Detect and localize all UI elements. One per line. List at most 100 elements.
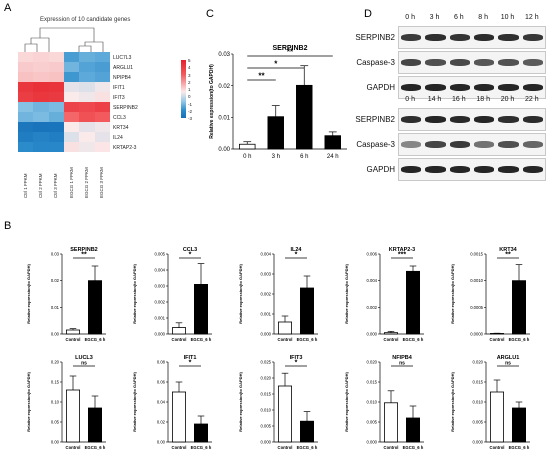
bar (172, 327, 187, 335)
y-tick-label: 0.000 (155, 331, 166, 336)
heatmap-gene-label: KRT34 (113, 124, 129, 131)
blot-band (449, 141, 470, 148)
blot-time-label: 20 h (500, 96, 515, 103)
y-tick-label: 0.02 (157, 419, 166, 424)
x-tick-label: Control (490, 337, 505, 342)
blot-strip (398, 26, 546, 49)
blot-time-label: 18 h (476, 96, 490, 103)
heatmap-grid (18, 52, 111, 153)
x-tick-label: 0 h (243, 154, 251, 160)
blot-band (425, 116, 446, 123)
x-tick-label: EGCG_6 h (509, 445, 530, 450)
chart-title: IL24 (290, 247, 302, 253)
heatmap-gene-label: LUC7L3 (113, 54, 132, 61)
blot-band (425, 141, 446, 148)
panel-b-chart-ccl3: CCL3 Relative expression(to GAPDH) 0.000 0.… (132, 247, 212, 342)
heatmap-cell (33, 82, 49, 93)
heatmap-legend-bar (181, 60, 186, 118)
blot-band (449, 59, 470, 66)
x-tick-label: EGCG_6 h (297, 445, 318, 450)
heatmap-legend-tick: 3 (188, 72, 191, 78)
heatmap-cell (18, 72, 34, 83)
significance-label: ns (81, 361, 87, 367)
y-axis-label: Relative expression(to GAPDH) (450, 264, 455, 324)
blot-band (401, 59, 422, 66)
chart-title: IFIT1 (184, 355, 197, 361)
panel-letter-a: A (4, 2, 12, 14)
heatmap-cell (64, 142, 80, 153)
chart-title: SERPINB2 (272, 45, 307, 52)
heatmap-cell (79, 72, 95, 83)
blot-band (425, 59, 446, 66)
y-axis-label: Relative expression(to GAPDH) (209, 64, 215, 139)
x-tick-label: EGCG_6 h (509, 337, 530, 342)
blot-band (425, 166, 446, 173)
panel-letter-c: C (206, 8, 214, 20)
y-tick-label: 0.010 (261, 407, 272, 412)
y-tick-label: 0.04 (157, 399, 166, 404)
heatmap-legend-tick: -3 (188, 116, 193, 121)
blot-band (498, 34, 519, 41)
blot-band (425, 34, 446, 41)
bar (406, 270, 421, 335)
bar (300, 287, 315, 335)
x-tick-label: Control (172, 337, 187, 342)
bar (324, 135, 341, 150)
y-tick-label: 0.000 (473, 439, 484, 444)
heatmap-cell (64, 62, 80, 73)
heatmap-cell (33, 142, 49, 153)
heatmap-cell (94, 72, 111, 83)
heatmap-legend-tick: 1 (188, 87, 191, 92)
heatmap-cell (18, 132, 34, 143)
x-tick-label: Control (66, 445, 81, 450)
y-tick-label: 0.002 (261, 291, 272, 296)
significance-label: ns (505, 361, 511, 367)
y-tick-label: 0.000 (367, 331, 378, 336)
heatmap-cell (94, 122, 111, 133)
blot-row-label: GAPDH (366, 165, 395, 174)
heatmap-cell (18, 102, 34, 113)
heatmap-cell (18, 122, 34, 133)
bar (267, 116, 284, 150)
panel-b-chart-nfipb4: NFIPB4 Relative expression(to GAPDH) 0.000… (344, 355, 424, 450)
blot-row-label: Caspase-3 (356, 58, 395, 67)
heatmap-cell (64, 122, 80, 133)
y-tick-label: 0.010 (473, 399, 484, 404)
y-tick-label: 0.03 (218, 52, 230, 58)
y-tick-label: 0.025 (261, 359, 272, 364)
blot-band (449, 34, 470, 41)
y-tick-label: 0.05 (51, 419, 60, 424)
heatmap-cell (33, 52, 49, 63)
bar (278, 321, 293, 335)
heatmap-cell (33, 62, 49, 73)
heatmap-cell (33, 132, 49, 143)
chart-title: LUCL3 (75, 355, 93, 361)
x-tick-label: 3 h (272, 154, 280, 160)
panel-letter-b: B (4, 220, 12, 232)
heatmap-cell (48, 52, 65, 63)
heatmap-cell (79, 52, 95, 63)
heatmap-cell (48, 142, 65, 153)
heatmap-cell (94, 52, 111, 63)
heatmap-cell (48, 122, 65, 133)
x-tick-label: EGCG_6 h (191, 337, 212, 342)
significance-label: * (274, 60, 278, 69)
panel-c-chart: SERPINB2 Relative expression(to GAPDH)0.0… (209, 45, 347, 160)
panel-b-chart-arglu1: ARGLU1 Relative expression(to GAPDH) 0.000… (450, 355, 530, 450)
y-tick-label: 0.004 (261, 251, 272, 256)
x-tick-label: EGCG_6 h (297, 337, 318, 342)
blot-band (522, 34, 543, 41)
bar (406, 417, 421, 443)
y-tick-label: 0.00 (157, 439, 166, 444)
y-tick-label: 0.005 (367, 419, 378, 424)
y-tick-label: 0.020 (261, 375, 272, 380)
blot-band (401, 84, 422, 91)
blot-time-label: 8 h (478, 14, 489, 21)
blot-time-label: 10 h (500, 14, 515, 21)
heatmap-legend-tick: 2 (188, 79, 191, 85)
y-axis-label: Relative expression(to GAPDH) (450, 372, 455, 432)
bar (172, 391, 187, 443)
bar (512, 407, 527, 443)
y-tick-label: 0.20 (51, 359, 60, 364)
y-tick-label: 0.004 (155, 267, 166, 272)
